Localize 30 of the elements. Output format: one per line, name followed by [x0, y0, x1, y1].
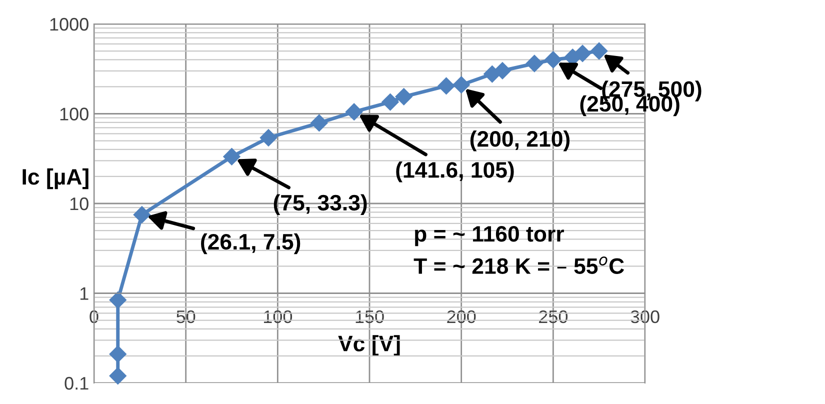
- point: [494, 62, 512, 80]
- point: [452, 76, 470, 94]
- y-tick-label: 0.1: [64, 376, 88, 390]
- x-axis-title: Vc [V]: [338, 335, 400, 356]
- point: [544, 51, 562, 68]
- point: [395, 88, 412, 106]
- annotation: (26.1, 7.5): [201, 233, 300, 254]
- point: [109, 346, 126, 363]
- point: [382, 94, 399, 111]
- y-axis-title: Ic [µA]: [22, 168, 88, 190]
- annotation: p = ~ 1160 torr: [415, 226, 564, 246]
- annotation: (75, 33.3): [274, 194, 367, 215]
- point: [590, 42, 608, 60]
- point: [109, 367, 126, 384]
- annotation: (200, 210): [470, 130, 570, 152]
- point: [260, 129, 278, 146]
- point: [438, 77, 455, 95]
- annotation: (141.6, 105): [396, 161, 514, 182]
- point: [310, 114, 328, 132]
- y-tick-label: 100: [60, 108, 88, 120]
- annotation: T = ~ 218 K = – 55$^{o}$C: [414, 256, 624, 274]
- y-tick-label: 10: [70, 197, 88, 210]
- y-tick-label: 1: [80, 287, 88, 300]
- point: [526, 54, 543, 72]
- point: [109, 291, 126, 309]
- point: [346, 103, 363, 120]
- point: [223, 148, 240, 166]
- point: [133, 206, 150, 224]
- point: [574, 44, 592, 62]
- y-tick-label: 1000: [50, 18, 88, 31]
